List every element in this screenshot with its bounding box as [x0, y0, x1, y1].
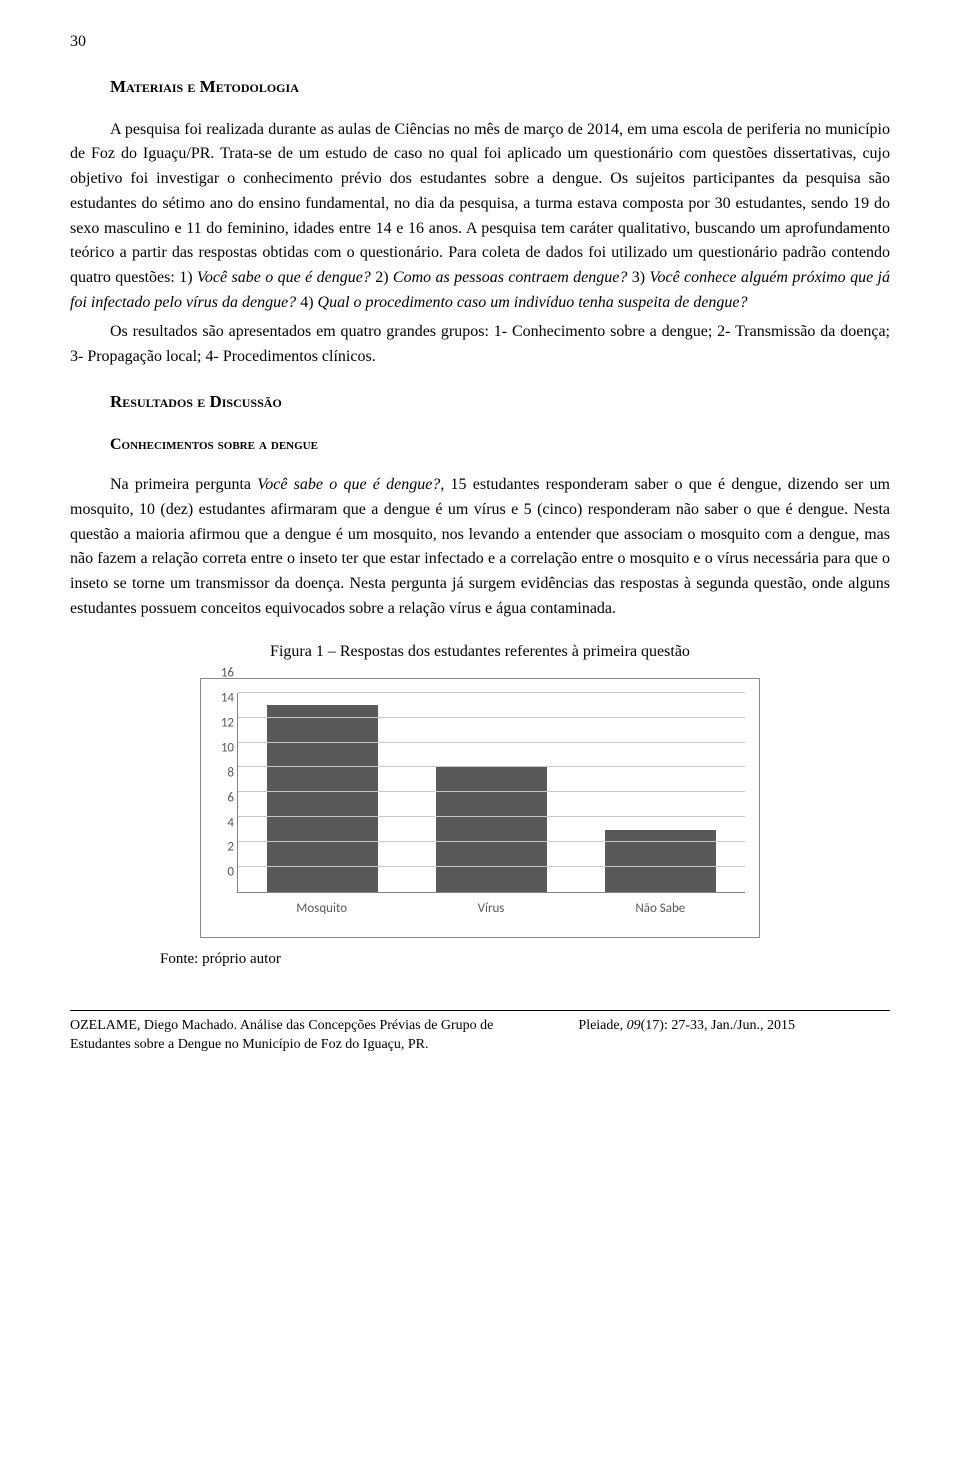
chart-ytick: 0 — [210, 863, 234, 883]
footer-right: Pleiade, 09(17): 27-33, Jan./Jun., 2015 — [578, 1017, 890, 1055]
para-text: 4) — [296, 294, 317, 311]
chart-ytick: 10 — [210, 738, 234, 758]
chart-gridline — [238, 766, 745, 767]
para-text: A pesquisa foi realizada durante as aula… — [70, 121, 890, 287]
chart-ytick: 6 — [210, 788, 234, 808]
page-number: 30 — [70, 30, 890, 54]
heading-results: Resultados e Discussão — [70, 389, 890, 415]
figure-caption: Figura 1 – Respostas dos estudantes refe… — [70, 640, 890, 664]
footer-rule — [70, 1010, 890, 1011]
chart-gridline — [238, 866, 745, 867]
chart-xlabel: Não Sabe — [604, 899, 716, 919]
chart-bar — [605, 830, 717, 892]
footer-pages: (17): 27-33, Jan./Jun., 2015 — [641, 1018, 795, 1033]
question-4: Qual o procedimento caso um indivíduo te… — [318, 294, 748, 311]
chart-ytick: 2 — [210, 838, 234, 858]
paragraph-materials: A pesquisa foi realizada durante as aula… — [70, 118, 890, 316]
footer-volume: 09 — [627, 1018, 641, 1033]
para-text: 2) — [371, 269, 393, 286]
para-text: , 15 estudantes responderam saber o que … — [70, 476, 890, 617]
chart-xlabels: Mosquito Vírus Não Sabe — [237, 893, 745, 919]
chart-ytick: 14 — [210, 688, 234, 708]
chart-bar — [267, 705, 379, 892]
chart-bars — [238, 693, 745, 892]
chart-bar — [436, 767, 548, 891]
chart-gridline — [238, 841, 745, 842]
chart-ytick: 12 — [210, 713, 234, 733]
chart-gridline — [238, 692, 745, 693]
chart-gridline — [238, 816, 745, 817]
chart-xlabel: Vírus — [435, 899, 547, 919]
question-1: Você sabe o que é dengue? — [197, 269, 371, 286]
chart-frame: 0246810121416 Mosquito Vírus Não Sabe — [200, 678, 760, 938]
figure-source: Fonte: próprio autor — [160, 948, 890, 971]
chart-plot: 0246810121416 — [237, 693, 745, 893]
para-text: Na primeira pergunta — [110, 476, 257, 493]
chart-ytick: 4 — [210, 813, 234, 833]
chart-gridline — [238, 717, 745, 718]
paragraph-first-question: Na primeira pergunta Você sabe o que é d… — [70, 473, 890, 622]
paragraph-results-groups: Os resultados são apresentados em quatro… — [70, 320, 890, 370]
footer-author: OZELAME, Diego Machado. — [70, 1018, 237, 1033]
para-text: 3) — [627, 269, 649, 286]
chart-ytick: 16 — [210, 664, 234, 684]
bar-chart: 0246810121416 Mosquito Vírus Não Sabe — [200, 678, 760, 938]
footer-journal: Pleiade, — [578, 1018, 626, 1033]
footer-left: OZELAME, Diego Machado. Análise das Conc… — [70, 1017, 546, 1055]
page-footer: OZELAME, Diego Machado. Análise das Conc… — [70, 1017, 890, 1055]
question-2: Como as pessoas contraem dengue? — [393, 269, 627, 286]
chart-ytick: 8 — [210, 763, 234, 783]
question-inline: Você sabe o que é dengue? — [257, 476, 440, 493]
chart-gridline — [238, 742, 745, 743]
subheading-knowledge: Conhecimentos sobre a dengue — [70, 433, 890, 457]
chart-xlabel: Mosquito — [266, 899, 378, 919]
heading-materials: Materiais e Metodologia — [70, 74, 890, 100]
chart-gridline — [238, 791, 745, 792]
